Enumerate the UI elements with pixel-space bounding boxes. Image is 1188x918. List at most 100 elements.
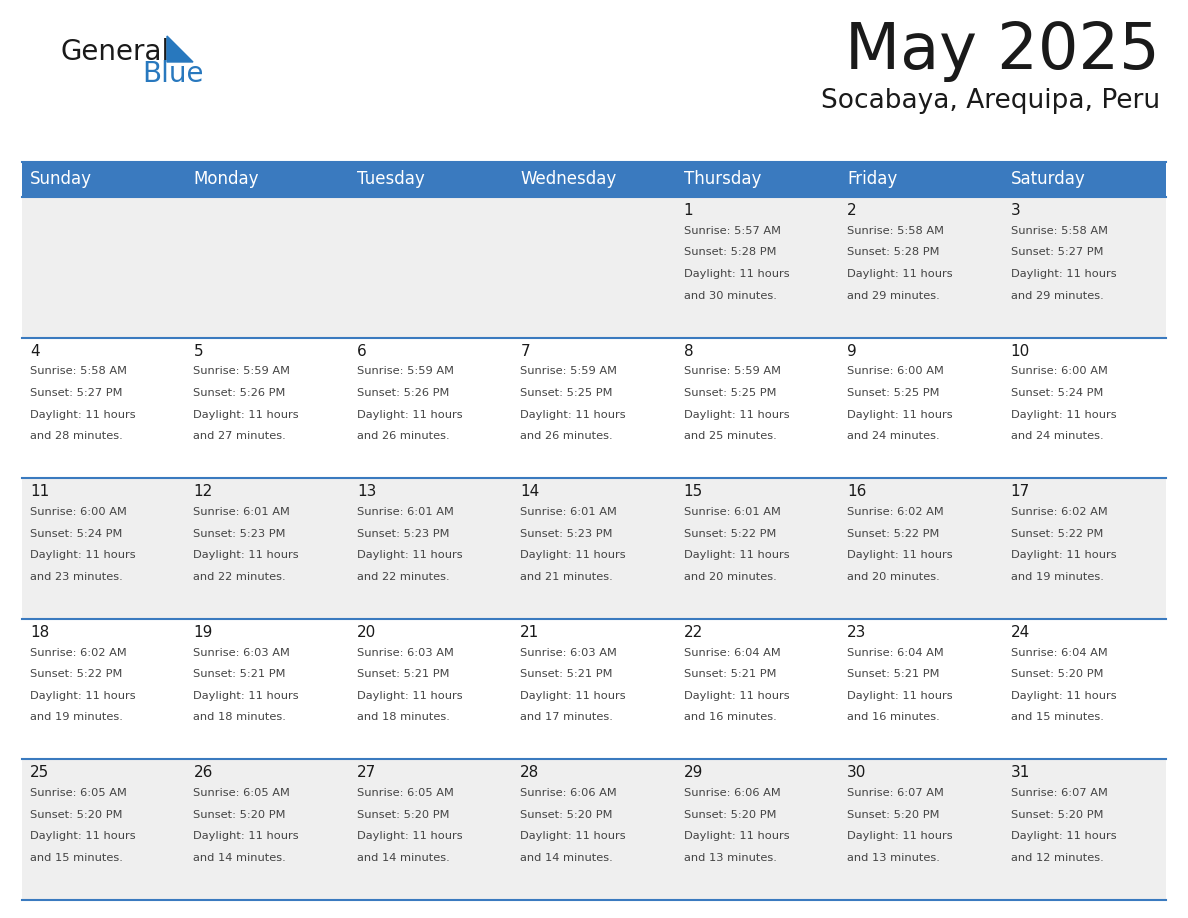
Text: Daylight: 11 hours: Daylight: 11 hours [684, 409, 789, 420]
Text: and 19 minutes.: and 19 minutes. [30, 712, 122, 722]
Text: Sunset: 5:26 PM: Sunset: 5:26 PM [194, 388, 286, 397]
Bar [839, 197, 1003, 338]
Text: 7: 7 [520, 343, 530, 359]
Text: and 20 minutes.: and 20 minutes. [684, 572, 777, 582]
Bar [349, 162, 512, 197]
Text: and 21 minutes.: and 21 minutes. [520, 572, 613, 582]
Polygon shape [168, 36, 192, 62]
Text: and 16 minutes.: and 16 minutes. [847, 712, 940, 722]
Text: 6: 6 [356, 343, 367, 359]
Bar [1003, 162, 1165, 197]
Text: Sunrise: 5:58 AM: Sunrise: 5:58 AM [847, 226, 944, 236]
Text: Sunset: 5:27 PM: Sunset: 5:27 PM [30, 388, 122, 397]
Text: Daylight: 11 hours: Daylight: 11 hours [356, 690, 462, 700]
Bar [23, 478, 185, 619]
Text: Sunset: 5:28 PM: Sunset: 5:28 PM [684, 247, 776, 257]
Text: and 20 minutes.: and 20 minutes. [847, 572, 940, 582]
Text: Blue: Blue [143, 60, 203, 88]
Text: 14: 14 [520, 484, 539, 499]
Text: 3: 3 [1011, 203, 1020, 218]
Bar [23, 197, 185, 338]
Text: 20: 20 [356, 625, 377, 640]
Text: Daylight: 11 hours: Daylight: 11 hours [684, 550, 789, 560]
Text: Sunrise: 5:57 AM: Sunrise: 5:57 AM [684, 226, 781, 236]
Text: Sunset: 5:20 PM: Sunset: 5:20 PM [1011, 669, 1104, 679]
Bar [512, 338, 676, 478]
Text: Sunrise: 6:07 AM: Sunrise: 6:07 AM [847, 789, 944, 798]
Text: Sunrise: 5:58 AM: Sunrise: 5:58 AM [30, 366, 127, 376]
Text: Sunrise: 6:00 AM: Sunrise: 6:00 AM [1011, 366, 1107, 376]
Text: Sunrise: 6:05 AM: Sunrise: 6:05 AM [356, 789, 454, 798]
Text: Daylight: 11 hours: Daylight: 11 hours [194, 550, 299, 560]
Text: Daylight: 11 hours: Daylight: 11 hours [847, 832, 953, 842]
Text: 31: 31 [1011, 766, 1030, 780]
Text: and 24 minutes.: and 24 minutes. [847, 431, 940, 442]
Bar [185, 759, 349, 900]
Text: Daylight: 11 hours: Daylight: 11 hours [520, 832, 626, 842]
Text: 22: 22 [684, 625, 703, 640]
Text: and 29 minutes.: and 29 minutes. [1011, 291, 1104, 300]
Text: 12: 12 [194, 484, 213, 499]
Text: Daylight: 11 hours: Daylight: 11 hours [1011, 409, 1117, 420]
Text: 28: 28 [520, 766, 539, 780]
Text: Sunrise: 6:02 AM: Sunrise: 6:02 AM [847, 507, 944, 517]
Text: 21: 21 [520, 625, 539, 640]
Text: 23: 23 [847, 625, 866, 640]
Text: and 18 minutes.: and 18 minutes. [356, 712, 450, 722]
Text: Sunrise: 6:06 AM: Sunrise: 6:06 AM [520, 789, 617, 798]
Bar [839, 759, 1003, 900]
Text: Daylight: 11 hours: Daylight: 11 hours [520, 690, 626, 700]
Text: Daylight: 11 hours: Daylight: 11 hours [1011, 269, 1117, 279]
Text: and 18 minutes.: and 18 minutes. [194, 712, 286, 722]
Bar [185, 338, 349, 478]
Text: and 28 minutes.: and 28 minutes. [30, 431, 122, 442]
Bar [839, 478, 1003, 619]
Text: 4: 4 [30, 343, 39, 359]
Bar [349, 197, 512, 338]
Text: Saturday: Saturday [1011, 171, 1086, 188]
Text: 1: 1 [684, 203, 694, 218]
Text: Sunrise: 5:59 AM: Sunrise: 5:59 AM [684, 366, 781, 376]
Text: Sunday: Sunday [30, 171, 91, 188]
Text: Sunrise: 6:01 AM: Sunrise: 6:01 AM [356, 507, 454, 517]
Text: Sunrise: 6:02 AM: Sunrise: 6:02 AM [30, 647, 127, 657]
Text: Sunset: 5:26 PM: Sunset: 5:26 PM [356, 388, 449, 397]
Bar [676, 338, 839, 478]
Text: and 13 minutes.: and 13 minutes. [847, 853, 940, 863]
Text: Sunset: 5:25 PM: Sunset: 5:25 PM [520, 388, 613, 397]
Text: 29: 29 [684, 766, 703, 780]
Bar [676, 619, 839, 759]
Text: Sunset: 5:23 PM: Sunset: 5:23 PM [356, 529, 449, 539]
Bar [185, 162, 349, 197]
Bar [23, 162, 185, 197]
Bar [512, 478, 676, 619]
Bar [676, 478, 839, 619]
Text: Daylight: 11 hours: Daylight: 11 hours [1011, 690, 1117, 700]
Text: and 26 minutes.: and 26 minutes. [520, 431, 613, 442]
Text: Sunset: 5:24 PM: Sunset: 5:24 PM [1011, 388, 1102, 397]
Text: 24: 24 [1011, 625, 1030, 640]
Text: Daylight: 11 hours: Daylight: 11 hours [520, 550, 626, 560]
Text: Sunrise: 5:58 AM: Sunrise: 5:58 AM [1011, 226, 1107, 236]
Text: and 13 minutes.: and 13 minutes. [684, 853, 777, 863]
Text: 18: 18 [30, 625, 49, 640]
Bar [349, 759, 512, 900]
Text: Daylight: 11 hours: Daylight: 11 hours [847, 409, 953, 420]
Text: Sunrise: 6:00 AM: Sunrise: 6:00 AM [30, 507, 127, 517]
Text: 30: 30 [847, 766, 866, 780]
Text: Wednesday: Wednesday [520, 171, 617, 188]
Text: 15: 15 [684, 484, 703, 499]
Bar [23, 338, 185, 478]
Text: Sunset: 5:25 PM: Sunset: 5:25 PM [847, 388, 940, 397]
Bar [512, 759, 676, 900]
Bar [512, 619, 676, 759]
Text: and 26 minutes.: and 26 minutes. [356, 431, 449, 442]
Text: and 23 minutes.: and 23 minutes. [30, 572, 122, 582]
Text: Daylight: 11 hours: Daylight: 11 hours [356, 832, 462, 842]
Text: Daylight: 11 hours: Daylight: 11 hours [684, 832, 789, 842]
Text: Daylight: 11 hours: Daylight: 11 hours [194, 690, 299, 700]
Text: Sunrise: 6:05 AM: Sunrise: 6:05 AM [30, 789, 127, 798]
Bar [349, 478, 512, 619]
Text: Sunrise: 6:01 AM: Sunrise: 6:01 AM [194, 507, 290, 517]
Text: Sunset: 5:25 PM: Sunset: 5:25 PM [684, 388, 776, 397]
